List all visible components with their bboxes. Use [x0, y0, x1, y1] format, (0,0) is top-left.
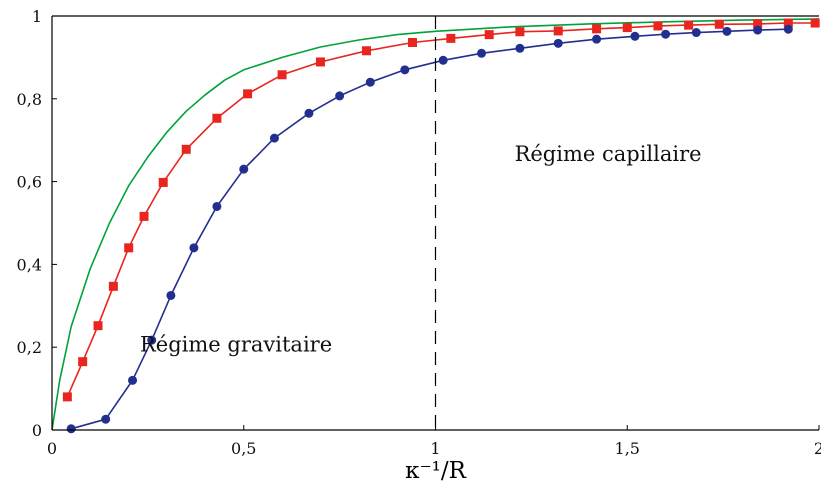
series-1-point: [484, 30, 494, 40]
series-1-point: [181, 144, 191, 154]
y-tick-label: 0,2: [17, 338, 42, 357]
x-tick-label: 2: [814, 439, 821, 458]
series-1-point: [553, 26, 563, 36]
series-2-point: [304, 108, 314, 118]
series-1-line: [66, 22, 816, 398]
series-2-point: [783, 24, 793, 34]
series-1-point: [653, 21, 663, 31]
region-annotation: Régime capillaire: [515, 142, 702, 166]
series-2-point: [400, 65, 410, 75]
series-layer: [51, 18, 820, 434]
series-1-point: [78, 357, 88, 367]
series-1-point: [243, 89, 253, 99]
series-1-point: [212, 113, 222, 123]
x-axis-title: κ⁻¹/R: [405, 458, 466, 484]
series-1-point: [592, 24, 602, 34]
x-tick-label: 0: [47, 439, 57, 458]
series-2-point: [515, 43, 525, 53]
series-1-point: [139, 211, 149, 221]
series-2-point: [630, 31, 640, 41]
series-2-point: [189, 243, 199, 253]
axes-layer: [51, 15, 820, 431]
series-1-point: [810, 18, 820, 28]
x-tick-label: 1,5: [615, 439, 640, 458]
series-1-point: [361, 46, 371, 56]
series-1-point: [62, 392, 72, 402]
y-tick-label: 0: [32, 421, 42, 440]
series-2-point: [592, 34, 602, 44]
series-1-point: [93, 321, 103, 331]
y-tick-label: 0,4: [17, 255, 42, 274]
series-2-point: [365, 77, 375, 87]
series-1-point: [515, 27, 525, 37]
series-1-point: [277, 70, 287, 80]
series-1-point: [714, 19, 724, 29]
series-1-point: [407, 37, 417, 47]
series-2-point: [691, 28, 701, 38]
region-annotation: Régime gravitaire: [140, 332, 332, 356]
series-0-line: [51, 18, 820, 431]
y-tick-label: 0,8: [17, 90, 42, 109]
series-1-point: [124, 243, 134, 253]
series-2-point: [438, 55, 448, 65]
series-2-point: [128, 375, 138, 385]
series-1-point: [446, 33, 456, 43]
series-2-line: [70, 28, 789, 430]
series-2-point: [477, 48, 487, 58]
series-2-point: [66, 424, 76, 434]
series-1-point: [315, 57, 325, 67]
series-2-point: [722, 26, 732, 36]
series-1-point: [158, 177, 168, 187]
series-1-point: [783, 18, 793, 28]
series-2-point: [553, 38, 563, 48]
series-1-point: [753, 19, 763, 29]
series-2-point: [239, 164, 249, 174]
series-2-point: [269, 133, 279, 143]
series-2-point: [661, 29, 671, 39]
series-2-point: [753, 25, 763, 35]
series-1-point: [108, 281, 118, 291]
series-1-point: [622, 23, 632, 33]
y-tick-label: 1: [32, 7, 42, 26]
series-2-point: [335, 91, 345, 101]
text-layer: 0 0,2 0,4 0,6 0,8 1 0 0,5 1 1,5 2 Régime gravitaire…: [17, 7, 821, 484]
series-2-point: [101, 414, 111, 424]
series-2-point: [166, 290, 176, 300]
x-tick-label: 1: [430, 439, 440, 458]
series-1-point: [684, 20, 694, 30]
y-tick-label: 0,6: [17, 173, 42, 192]
x-tick-label: 0,5: [231, 439, 256, 458]
series-2-point: [147, 335, 157, 345]
series-2-point: [212, 201, 222, 211]
